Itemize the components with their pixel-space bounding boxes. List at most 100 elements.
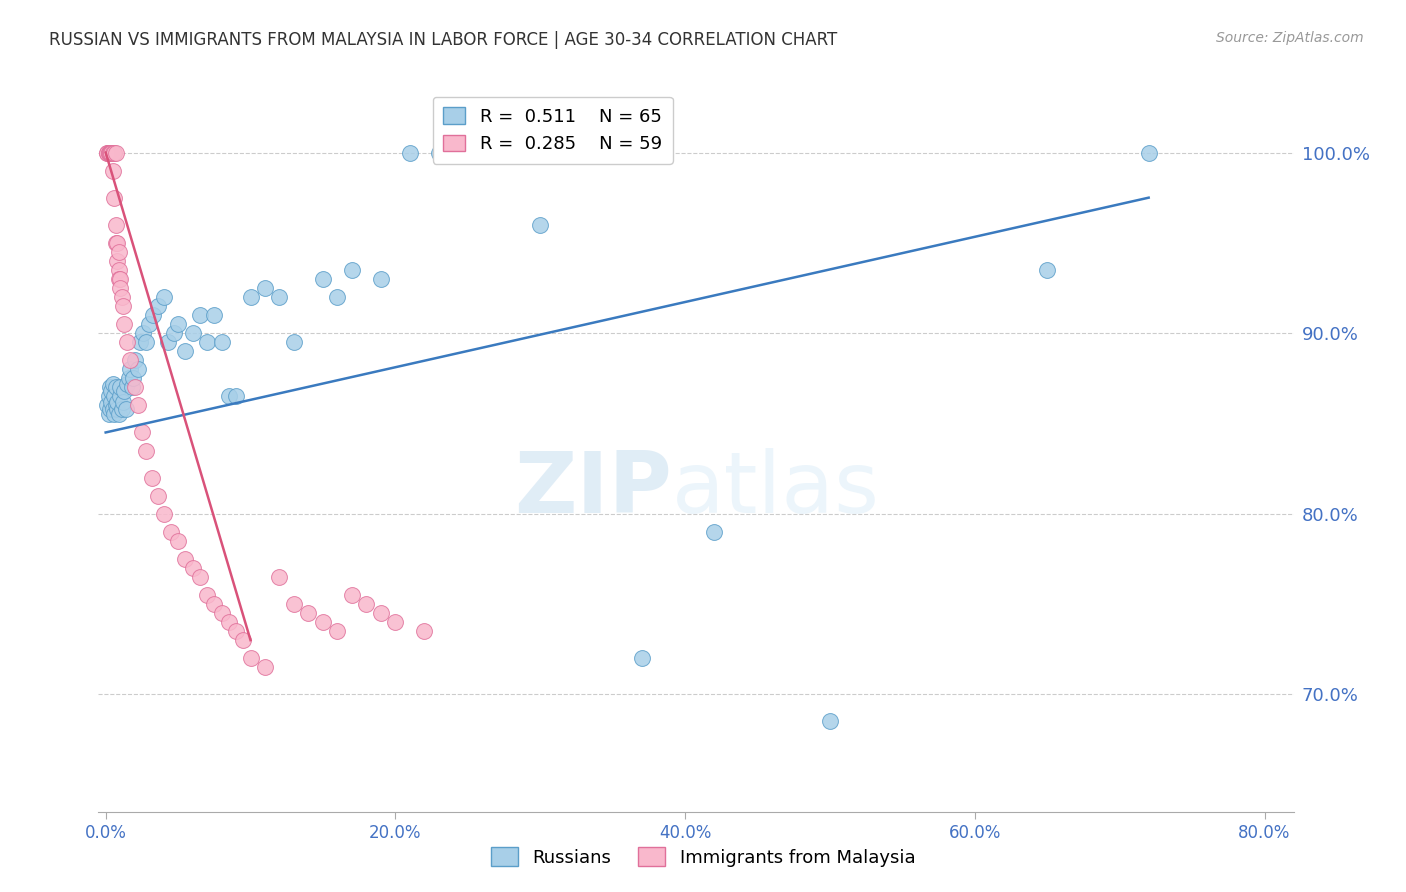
Point [98,145,121,160]
Point [97,145,120,160]
Point [131,425,153,440]
Point [127,362,149,376]
Point [115,401,138,416]
Point [107,408,129,422]
Point [117,376,139,391]
Point [97,145,120,160]
Point [135,335,157,350]
Point [188,308,211,322]
Point [181,561,204,575]
Point [703,524,725,539]
Point [124,380,146,394]
Point [105,401,128,416]
Point [141,470,163,484]
Point [103,145,125,160]
Point [105,253,128,268]
Point [108,281,131,295]
Point [100,384,122,398]
Point [202,308,225,322]
Point [163,326,186,340]
Point [239,651,262,665]
Point [98,145,121,160]
Point [103,191,125,205]
Legend: Russians, Immigrants from Malaysia: Russians, Immigrants from Malaysia [484,840,922,874]
Point [457,145,479,160]
Point [232,633,254,648]
Point [356,597,378,611]
Point [110,401,132,416]
Point [98,145,121,160]
Point [340,263,363,277]
Point [107,263,129,277]
Point [107,244,129,259]
Point [326,290,349,304]
Point [101,163,124,178]
Point [370,606,392,620]
Point [97,389,120,403]
Point [108,272,131,286]
Point [195,588,218,602]
Point [283,335,305,350]
Point [114,384,136,398]
Point [135,443,157,458]
Point [129,335,152,350]
Point [101,401,124,416]
Point [97,145,120,160]
Point [96,145,118,160]
Point [269,290,291,304]
Point [174,552,197,566]
Point [121,380,143,394]
Point [202,597,225,611]
Point [100,145,122,160]
Point [195,335,218,350]
Point [253,281,276,295]
Point [120,362,142,376]
Point [104,218,127,232]
Point [413,624,436,639]
Point [181,326,204,340]
Point [340,588,363,602]
Point [485,145,508,160]
Point [118,371,141,385]
Point [167,533,190,548]
Point [107,272,129,286]
Point [103,389,125,403]
Point [818,714,841,729]
Point [1137,145,1160,160]
Point [104,145,127,160]
Text: ZIP: ZIP [515,449,672,532]
Point [104,398,127,412]
Point [117,335,139,350]
Point [112,394,135,409]
Point [167,317,190,331]
Point [529,218,551,232]
Point [114,317,136,331]
Point [152,507,174,521]
Point [312,615,335,629]
Point [122,371,145,385]
Point [112,299,135,313]
Point [105,394,128,409]
Point [132,326,155,340]
Point [427,145,450,160]
Point [152,290,174,304]
Point [103,408,125,422]
Point [370,272,392,286]
Point [142,308,165,322]
Point [312,272,335,286]
Point [188,570,211,584]
Point [283,597,305,611]
Point [225,624,247,639]
Text: Source: ZipAtlas.com: Source: ZipAtlas.com [1216,31,1364,45]
Point [120,353,142,368]
Point [253,660,276,674]
Point [108,389,131,403]
Point [104,235,127,250]
Point [156,335,179,350]
Point [104,380,127,394]
Point [297,606,319,620]
Point [100,145,122,160]
Point [160,524,183,539]
Point [211,606,233,620]
Point [96,145,118,160]
